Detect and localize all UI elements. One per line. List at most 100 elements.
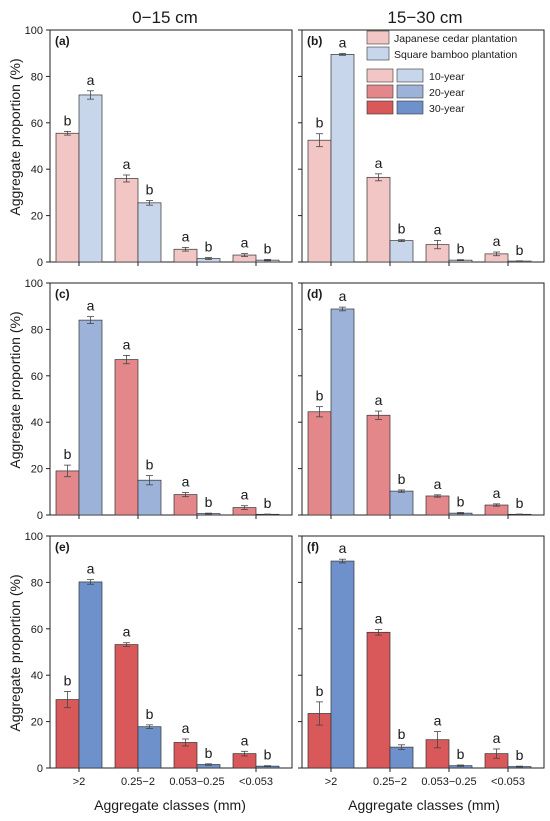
- bar-japanese-cedar: [114, 644, 139, 769]
- plot-frame: [49, 29, 293, 263]
- significance-label: b: [146, 457, 154, 473]
- y-tick-label: 40: [31, 670, 43, 682]
- significance-label: b: [64, 672, 72, 688]
- legend-label-square-bamboo: Square bamboo plantation: [394, 49, 517, 61]
- bar-square-bamboo: [389, 490, 414, 516]
- plot-frame: [301, 535, 545, 769]
- y-tick-label: 80: [31, 577, 43, 589]
- x-tick-label: 0.25−2: [121, 776, 155, 788]
- x-tick-label: >2: [73, 776, 86, 788]
- legend-swatch-japanese-cedar: [366, 30, 390, 45]
- y-tick-label: 60: [31, 371, 43, 383]
- y-tick-label: 20: [31, 464, 43, 476]
- y-tick-label: 20: [31, 717, 43, 729]
- significance-label: b: [146, 706, 154, 722]
- significance-label: b: [457, 746, 465, 762]
- bar-japanese-cedar: [55, 470, 80, 516]
- y-axis-label-row-1: Aggregate proportion (%): [7, 58, 23, 215]
- significance-label: a: [493, 485, 501, 501]
- panel-label: (d): [307, 287, 322, 301]
- significance-label: b: [264, 747, 272, 763]
- significance-label: a: [87, 561, 95, 577]
- bar-square-bamboo: [137, 479, 162, 516]
- significance-label: b: [398, 221, 406, 237]
- significance-label: a: [123, 156, 131, 172]
- significance-label: b: [398, 471, 406, 487]
- legend-swatch-10-year-cedar: [366, 68, 394, 83]
- bar-japanese-cedar: [173, 494, 198, 516]
- bar-square-bamboo: [78, 94, 103, 263]
- legend-swatch-30-year-cedar: [366, 100, 394, 115]
- y-tick-label: 40: [31, 417, 43, 429]
- plot-frame: [301, 282, 545, 516]
- significance-label: b: [457, 241, 465, 257]
- significance-label: b: [516, 495, 524, 511]
- significance-label: a: [339, 34, 347, 50]
- legend-swatch-20-year-cedar: [366, 84, 394, 99]
- x-tick-label: >2: [325, 776, 338, 788]
- significance-label: b: [64, 112, 72, 128]
- x-axis-label-right: Aggregate classes (mm): [348, 797, 500, 813]
- bar-square-bamboo: [78, 319, 103, 516]
- significance-label: a: [375, 155, 383, 171]
- panel-label: (f): [307, 540, 319, 554]
- y-tick-label: 0: [37, 763, 43, 775]
- significance-label: b: [264, 495, 272, 511]
- significance-label: b: [264, 240, 272, 256]
- bar-japanese-cedar: [55, 132, 80, 263]
- bar-japanese-cedar: [114, 359, 139, 516]
- significance-label: b: [205, 745, 213, 761]
- bar-square-bamboo: [330, 54, 355, 263]
- y-axis-label-row-3: Aggregate proportion (%): [7, 574, 23, 731]
- significance-label: a: [493, 233, 501, 249]
- y-tick-label: 40: [31, 164, 43, 176]
- x-tick-label: <0.053: [239, 776, 273, 788]
- bar-square-bamboo: [137, 726, 162, 769]
- significance-label: a: [123, 336, 131, 352]
- significance-label: a: [87, 72, 95, 88]
- significance-label: a: [87, 298, 95, 314]
- bar-japanese-cedar: [425, 495, 450, 516]
- significance-label: b: [516, 747, 524, 763]
- significance-label: a: [434, 713, 442, 729]
- legend-label-20-year: 20-year: [429, 87, 465, 99]
- significance-label: a: [493, 730, 501, 746]
- bar-square-bamboo: [137, 202, 162, 263]
- panel-e: 020406080100(e)ba>2ab0.25−2ab0.053−0.25a…: [25, 531, 293, 788]
- column-title-left: 0−15 cm: [132, 8, 198, 27]
- column-title-right: 15−30 cm: [387, 8, 462, 27]
- bar-square-bamboo: [389, 240, 414, 263]
- panel-label: (e): [55, 540, 70, 554]
- y-tick-label: 100: [25, 531, 43, 543]
- y-tick-label: 0: [37, 510, 43, 522]
- significance-label: b: [316, 683, 324, 699]
- significance-label: b: [316, 115, 324, 131]
- bar-japanese-cedar: [307, 139, 332, 263]
- y-axis-label-row-2: Aggregate proportion (%): [7, 311, 23, 468]
- y-tick-label: 80: [31, 324, 43, 336]
- plot-frame: [49, 535, 293, 769]
- significance-label: a: [182, 228, 190, 244]
- bar-japanese-cedar: [114, 178, 139, 263]
- bar-japanese-cedar: [307, 411, 332, 516]
- significance-label: a: [339, 288, 347, 304]
- significance-label: b: [205, 494, 213, 510]
- legend-swatch-10-year-bamboo: [396, 68, 424, 83]
- y-tick-label: 60: [31, 118, 43, 130]
- bar-square-bamboo: [389, 746, 414, 769]
- y-tick-label: 100: [25, 278, 43, 290]
- y-tick-label: 100: [25, 25, 43, 37]
- significance-label: a: [241, 487, 249, 503]
- bar-square-bamboo: [330, 308, 355, 516]
- x-axis-label-left: Aggregate classes (mm): [94, 797, 246, 813]
- legend: Japanese cedar plantation Square bamboo …: [366, 30, 517, 115]
- bar-japanese-cedar: [366, 631, 391, 769]
- bar-japanese-cedar: [366, 414, 391, 516]
- legend-label-japanese-cedar: Japanese cedar plantation: [394, 33, 517, 45]
- x-tick-label: 0.25−2: [373, 776, 407, 788]
